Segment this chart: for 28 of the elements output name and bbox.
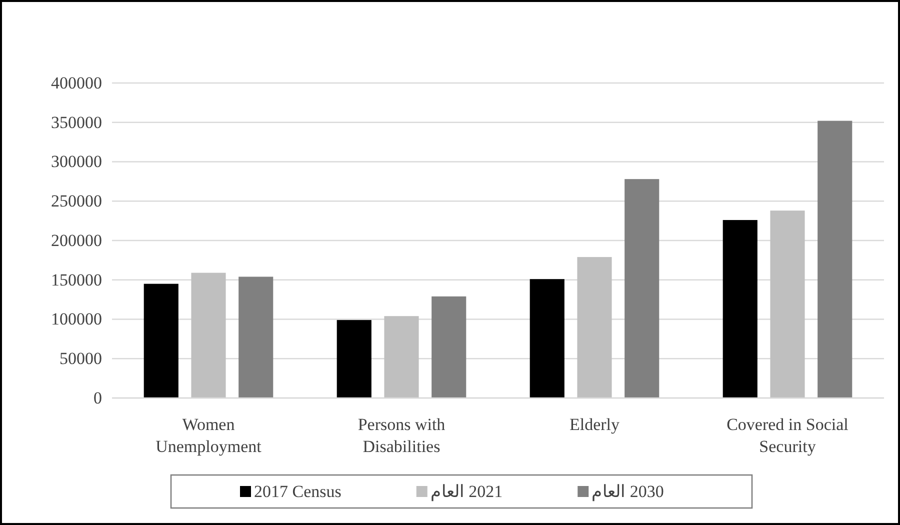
y-tick-label: 50000: [60, 349, 102, 368]
bar: [577, 257, 612, 398]
legend-label: 2021 العام: [430, 482, 503, 502]
y-tick-label: 300000: [51, 152, 102, 172]
y-tick-label: 200000: [51, 230, 102, 250]
bar: [191, 272, 226, 398]
x-tick-label: Covered in Social Security: [726, 415, 849, 456]
y-tick-label: 250000: [51, 192, 102, 211]
bar: [384, 316, 419, 398]
bar: [624, 179, 660, 398]
bar: [144, 284, 178, 398]
x-tick-label: Women Unemployment: [156, 415, 262, 456]
bar: [238, 276, 274, 398]
x-tick-label: Elderly: [569, 415, 620, 434]
bar: [818, 120, 852, 398]
bar: [432, 296, 466, 398]
bar: [722, 220, 758, 398]
y-tick-label: 0: [94, 388, 102, 408]
y-tick-label: 100000: [51, 310, 102, 329]
legend-label: 2017 Census: [254, 482, 342, 501]
y-tick-label: 150000: [51, 270, 102, 290]
y-tick-label: 400000: [51, 73, 102, 92]
bar: [336, 320, 372, 398]
x-tick-label: Persons with Disabilities: [358, 415, 446, 456]
y-tick-label: 350000: [51, 112, 102, 132]
legend-label: 2030 العام: [592, 482, 664, 502]
bar: [530, 279, 564, 398]
bar: [770, 210, 805, 398]
